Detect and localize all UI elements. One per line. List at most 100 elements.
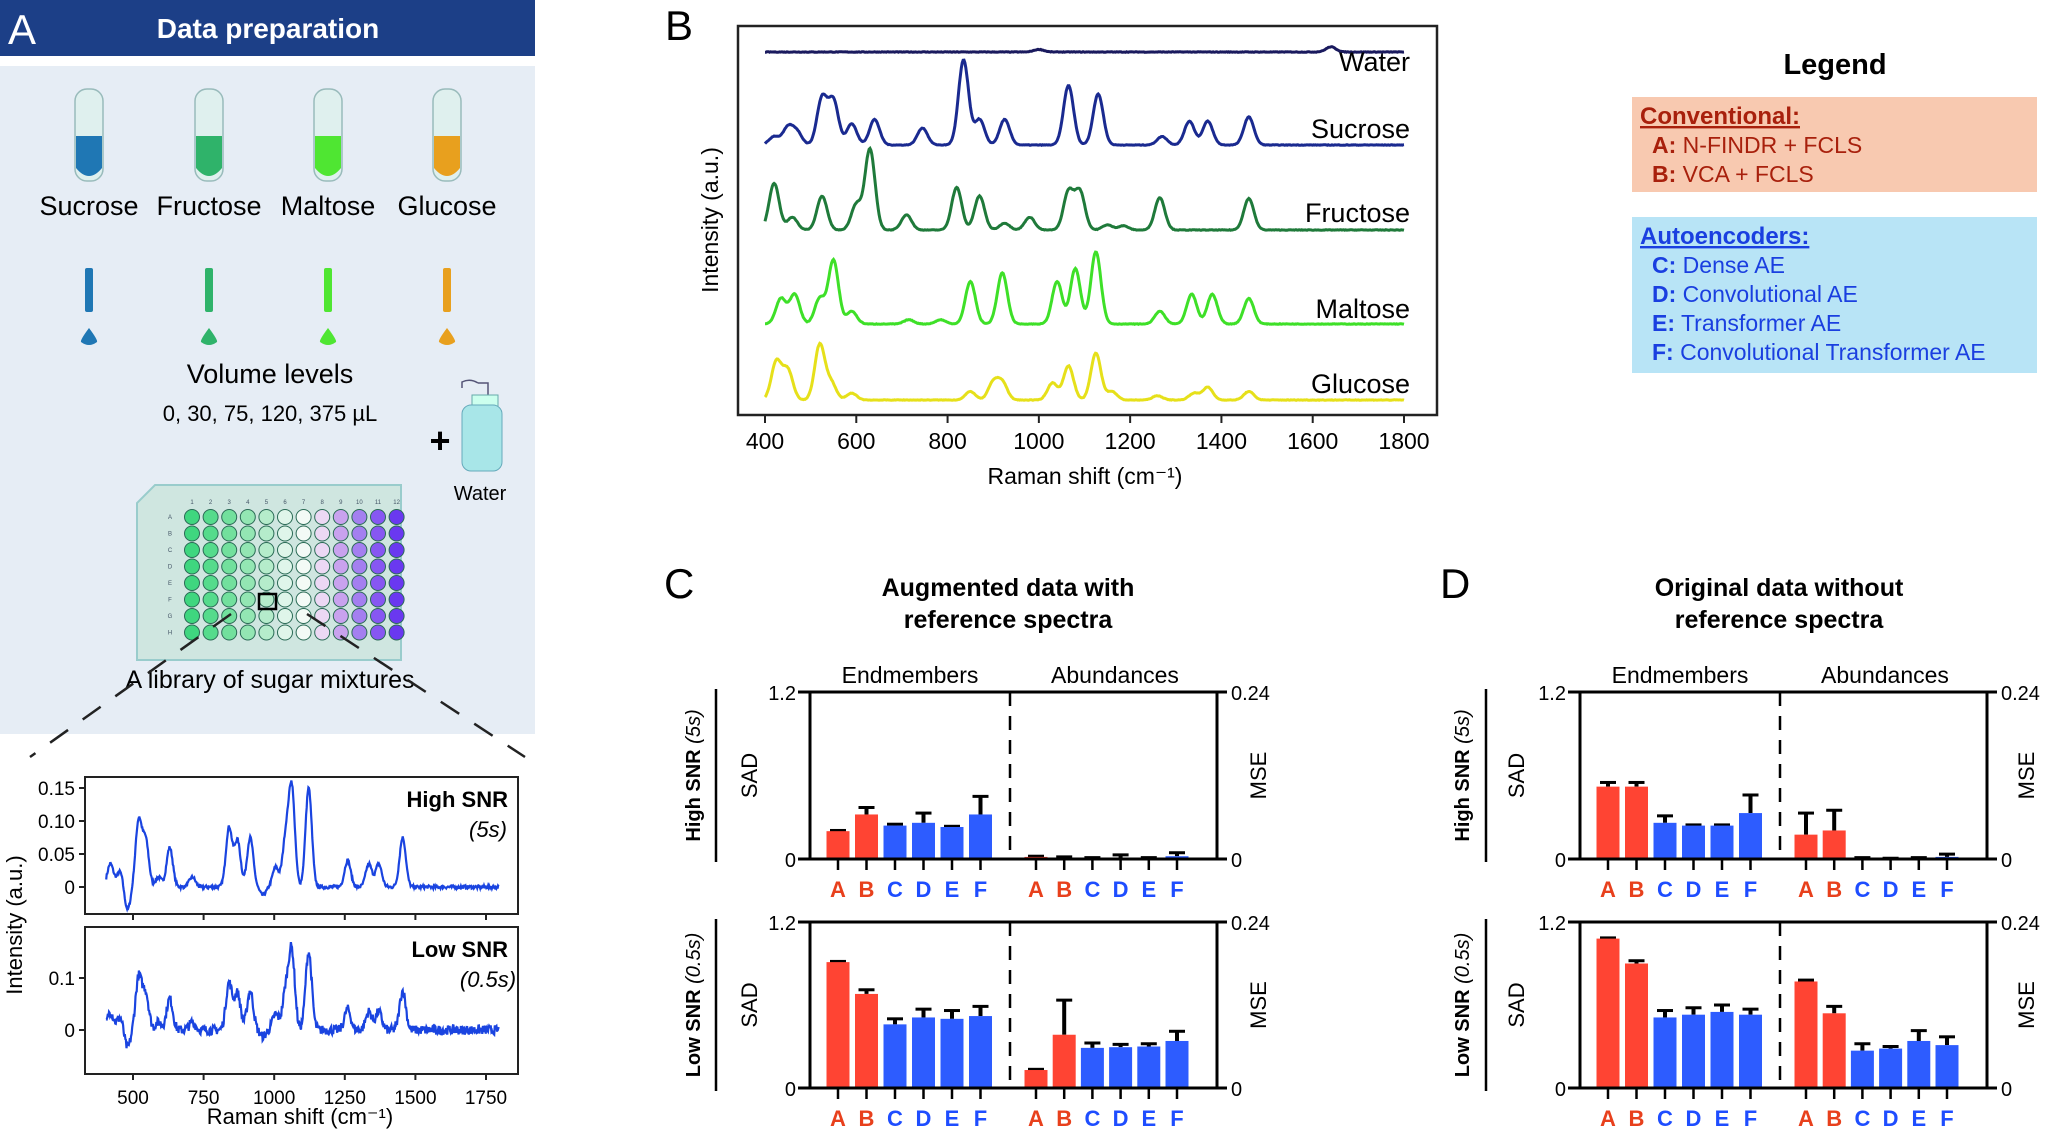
well <box>277 509 293 525</box>
panel-d-title-line1: Original data without <box>1655 574 1904 602</box>
legend-item-c: C: Dense AE <box>1652 252 1785 278</box>
well <box>388 558 405 575</box>
row-label: Low SNR (0.5s) <box>1452 933 1474 1077</box>
sad-axis-label: SAD <box>1504 753 1529 798</box>
category-label: D <box>1883 1106 1899 1131</box>
snr-sublabel: (0.5s) <box>460 967 516 992</box>
well <box>295 575 312 591</box>
spectrum-line-maltose <box>765 250 1405 326</box>
volume-levels-title: Volume levels <box>187 359 354 389</box>
legend-label: Convolutional AE <box>1683 281 1858 307</box>
snr-label: High SNR <box>407 787 509 812</box>
plate-row-label: B <box>168 532 172 538</box>
mse-axis-label: MSE <box>2014 752 2039 800</box>
plate-row-label: F <box>168 598 172 604</box>
sad-axis-label: SAD <box>737 982 762 1027</box>
well <box>239 558 256 575</box>
plate-caption: A library of sugar mixtures <box>126 666 415 694</box>
well <box>295 542 312 558</box>
sad-axis-label: SAD <box>1504 982 1529 1027</box>
bar-sad-E <box>940 826 964 859</box>
dropper-icon <box>205 268 213 312</box>
bar-sad-C <box>1653 822 1677 859</box>
legend-conventional-box <box>1632 97 2037 192</box>
bar-sad-F <box>969 814 992 859</box>
well <box>370 608 386 624</box>
panel-d-letter: D <box>1440 560 1470 607</box>
bar-mse-F <box>1935 1045 1959 1088</box>
well <box>239 509 256 525</box>
category-label: F <box>1940 877 1953 902</box>
plate-row-label: E <box>168 581 172 587</box>
well <box>370 558 386 575</box>
well <box>295 558 312 575</box>
well <box>239 542 256 558</box>
panel-b: B Water Sucrose Fructose Maltose Glucose 400 6… <box>665 2 1439 489</box>
well <box>221 558 238 575</box>
well <box>388 525 405 542</box>
category-label: F <box>1170 877 1183 902</box>
well <box>221 525 238 542</box>
x-tick-label: 600 <box>837 428 875 454</box>
plate-row-label: C <box>168 548 173 554</box>
x-axis-label: Raman shift (cm⁻¹) <box>207 1104 393 1129</box>
x-tick-label: 1600 <box>1287 428 1338 454</box>
x-tick-label: 400 <box>746 428 784 454</box>
well <box>221 509 238 525</box>
bar-sad-A <box>1596 938 1620 1088</box>
well <box>202 591 219 608</box>
row-label-sub: (0.5s) <box>1452 933 1474 984</box>
mse-axis-label: MSE <box>2014 981 2039 1029</box>
well <box>388 608 405 624</box>
bar-sad-E <box>940 1018 964 1088</box>
reference-spectra-chart: Water Sucrose Fructose Maltose Glucose 400 600… <box>697 24 1439 489</box>
category-label: B <box>859 1106 875 1131</box>
category-label: C <box>887 1106 903 1131</box>
category-label: D <box>1686 877 1702 902</box>
series-label: Water <box>1339 47 1410 77</box>
well <box>295 591 312 608</box>
x-tick-label: 1800 <box>1378 428 1429 454</box>
panel-a-header <box>0 0 535 56</box>
well <box>184 542 200 558</box>
y-tick-label: 0 <box>64 878 75 899</box>
plate-col-label: 8 <box>321 500 325 506</box>
well <box>351 525 368 542</box>
category-label: C <box>1084 877 1100 902</box>
spectrum-line <box>105 780 500 913</box>
well <box>258 624 275 641</box>
bar-sad-F <box>1739 1014 1762 1088</box>
right-tick-label: 0 <box>1231 1079 1242 1101</box>
category-label: F <box>1940 1106 1953 1131</box>
well <box>370 542 386 558</box>
category-label: E <box>1141 877 1156 902</box>
legend-key: F: <box>1652 339 1674 365</box>
bar-sad-D <box>1682 1014 1705 1088</box>
spectrum-line <box>105 941 500 1049</box>
right-tick-label: 0 <box>2001 1079 2012 1101</box>
well <box>277 575 293 591</box>
category-label: D <box>1686 1106 1702 1131</box>
y-tick-label: 0.15 <box>38 779 75 800</box>
legend-autoencoders-box <box>1632 217 2037 373</box>
bar-mse-A <box>1794 981 1818 1088</box>
category-label: A <box>1798 1106 1814 1131</box>
bar-mse-F <box>1165 1040 1189 1088</box>
left-tick-label: 0 <box>785 1079 796 1101</box>
well <box>202 558 219 575</box>
well <box>388 624 405 641</box>
plus-sign: + <box>429 420 450 461</box>
well <box>184 624 200 641</box>
legend-item-f: F: Convolutional Transformer AE <box>1652 339 1986 365</box>
drop-icon <box>438 328 456 345</box>
well <box>184 608 200 624</box>
category-label: D <box>916 877 932 902</box>
panel-c-letter: C <box>664 560 694 607</box>
category-label: B <box>1826 1106 1842 1131</box>
y-axis-label: Intensity (a.u.) <box>697 147 723 293</box>
well <box>314 624 331 641</box>
drop-icon <box>200 328 218 345</box>
bar-mse-B <box>1822 830 1846 859</box>
row-label-sub: (5s) <box>683 709 705 743</box>
